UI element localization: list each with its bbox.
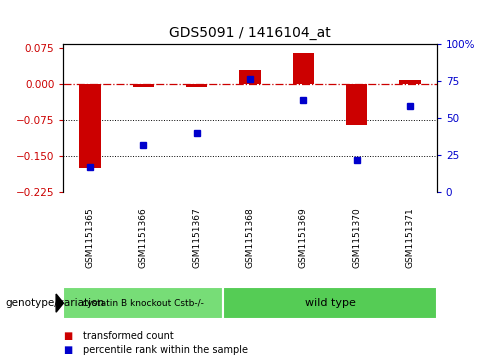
Text: GSM1151365: GSM1151365 — [85, 207, 95, 268]
Text: GSM1151366: GSM1151366 — [139, 207, 148, 268]
Text: genotype/variation: genotype/variation — [5, 298, 104, 308]
Text: GSM1151369: GSM1151369 — [299, 207, 308, 268]
Text: cystatin B knockout Cstb-/-: cystatin B knockout Cstb-/- — [82, 299, 204, 307]
Bar — [133, 84, 154, 87]
Text: ■: ■ — [63, 345, 73, 355]
Text: GSM1151367: GSM1151367 — [192, 207, 201, 268]
Text: GSM1151368: GSM1151368 — [245, 207, 255, 268]
Text: percentile rank within the sample: percentile rank within the sample — [83, 345, 248, 355]
Text: wild type: wild type — [305, 298, 356, 308]
Text: ■: ■ — [63, 331, 73, 341]
Text: GSM1151370: GSM1151370 — [352, 207, 361, 268]
Bar — [240, 70, 261, 84]
Text: transformed count: transformed count — [83, 331, 174, 341]
Title: GDS5091 / 1416104_at: GDS5091 / 1416104_at — [169, 26, 331, 40]
Bar — [63, 287, 224, 319]
Polygon shape — [56, 294, 63, 312]
Text: GSM1151371: GSM1151371 — [406, 207, 415, 268]
Bar — [186, 84, 207, 87]
Bar — [80, 84, 101, 168]
Bar — [224, 287, 437, 319]
Bar — [346, 84, 367, 125]
Bar — [293, 53, 314, 84]
Bar — [399, 79, 421, 84]
